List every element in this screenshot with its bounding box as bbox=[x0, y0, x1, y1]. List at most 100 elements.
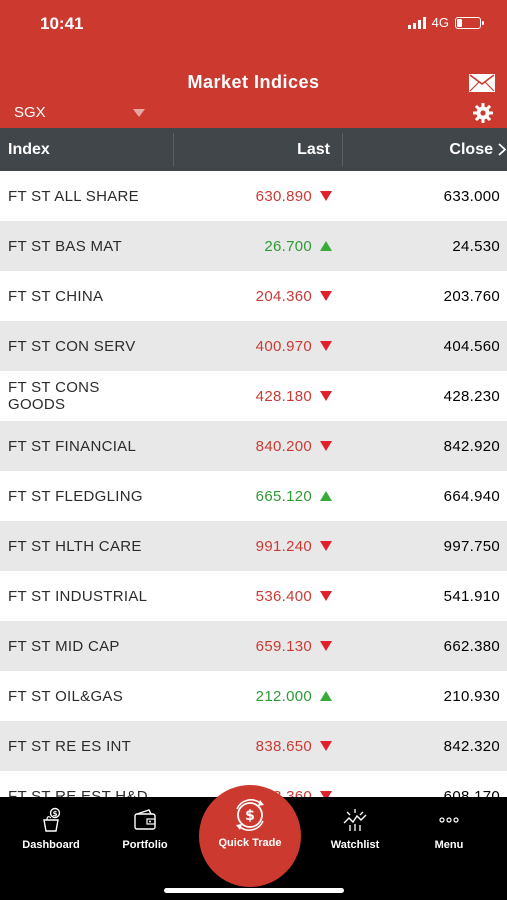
list-item[interactable]: FT ST MID CAP 659.130 662.380 bbox=[0, 621, 507, 671]
list-item[interactable]: FT ST CHINA 204.360 203.760 bbox=[0, 271, 507, 321]
close-value: 428.230 bbox=[443, 387, 500, 405]
mail-icon[interactable] bbox=[469, 74, 495, 92]
list-item[interactable]: FT ST OIL&GAS 212.000 210.930 bbox=[0, 671, 507, 721]
svg-text:$: $ bbox=[245, 808, 255, 824]
tab-menu[interactable]: Menu bbox=[404, 807, 494, 851]
arrow-down-icon bbox=[320, 191, 332, 201]
arrow-down-icon bbox=[320, 341, 332, 351]
index-name: FT ST RE ES INT bbox=[8, 737, 132, 755]
wallet-icon bbox=[134, 809, 156, 830]
list-item[interactable]: FT ST RE ES INT 838.650 842.320 bbox=[0, 721, 507, 771]
last-value: 630.890 bbox=[255, 187, 312, 205]
tab-menu-label: Menu bbox=[434, 839, 464, 851]
index-name: FT ST CONS GOODS bbox=[8, 379, 100, 413]
status-indicators: 4G bbox=[407, 15, 484, 30]
column-close[interactable]: Close bbox=[449, 141, 493, 158]
arrow-down-icon bbox=[320, 541, 332, 551]
tab-watchlist-label: Watchlist bbox=[330, 839, 380, 851]
quick-trade-button[interactable] bbox=[199, 785, 301, 887]
last-value: 26.700 bbox=[264, 237, 312, 255]
home-indicator bbox=[164, 888, 344, 893]
svg-text:$: $ bbox=[53, 810, 58, 818]
list-item[interactable]: FT ST INDUSTRIAL 536.400 541.910 bbox=[0, 571, 507, 621]
close-value: 997.750 bbox=[443, 537, 500, 555]
arrow-down-icon bbox=[320, 641, 332, 651]
index-name: FT ST RE EST H&D bbox=[8, 787, 148, 798]
arrow-down-icon bbox=[320, 741, 332, 751]
tab-portfolio-label: Portfolio bbox=[122, 839, 168, 851]
last-value: 400.970 bbox=[255, 337, 312, 355]
gear-icon[interactable] bbox=[473, 103, 493, 123]
index-name: FT ST HLTH CARE bbox=[8, 537, 142, 555]
quick-trade-icon[interactable]: $ bbox=[232, 797, 268, 833]
column-divider bbox=[173, 133, 174, 166]
index-name: FT ST FINANCIAL bbox=[8, 437, 137, 455]
arrow-up-icon bbox=[320, 491, 332, 501]
close-value: 541.910 bbox=[443, 587, 500, 605]
more-icon bbox=[439, 817, 459, 823]
close-value: 633.000 bbox=[443, 187, 500, 205]
tab-dashboard-label: Dashboard bbox=[22, 839, 80, 851]
watchlist-icon bbox=[343, 809, 367, 831]
column-header: Index Last Close bbox=[0, 128, 507, 171]
arrow-up-icon bbox=[320, 691, 332, 701]
last-value: 212.000 bbox=[255, 687, 312, 705]
chevron-right-icon[interactable] bbox=[498, 143, 506, 156]
tab-portfolio[interactable]: Portfolio bbox=[100, 807, 190, 851]
tab-watchlist[interactable]: Watchlist bbox=[310, 807, 400, 851]
indices-list: FT ST ALL SHARE 630.890 633.000 FT ST BA… bbox=[0, 171, 507, 797]
close-value: 404.560 bbox=[443, 337, 500, 355]
list-item[interactable]: FT ST FINANCIAL 840.200 842.920 bbox=[0, 421, 507, 471]
list-item[interactable]: FT ST FLEDGLING 665.120 664.940 bbox=[0, 471, 507, 521]
list-item[interactable]: FT ST CONS GOODS 428.180 428.230 bbox=[0, 371, 507, 421]
column-divider bbox=[342, 133, 343, 166]
last-value: 536.400 bbox=[255, 587, 312, 605]
arrow-down-icon bbox=[320, 391, 332, 401]
page-title: Market Indices bbox=[187, 72, 320, 92]
index-name: FT ST FLEDGLING bbox=[8, 487, 143, 505]
last-value: 204.360 bbox=[255, 287, 312, 305]
quick-trade-label[interactable]: Quick Trade bbox=[218, 837, 282, 849]
last-value: 991.240 bbox=[255, 537, 312, 555]
bottom-tab-bar: $ Dashboard Portfolio $ Quick Trade bbox=[0, 785, 507, 900]
close-value: 842.320 bbox=[443, 737, 500, 755]
list-item[interactable]: FT ST CON SERV 400.970 404.560 bbox=[0, 321, 507, 371]
close-value: 842.920 bbox=[443, 437, 500, 455]
close-value: 608.170 bbox=[443, 787, 500, 798]
signal-icon bbox=[407, 16, 426, 29]
index-name: FT ST CHINA bbox=[8, 287, 104, 305]
arrow-down-icon bbox=[320, 791, 332, 797]
index-name: FT ST BAS MAT bbox=[8, 237, 122, 255]
last-value: 840.200 bbox=[255, 437, 312, 455]
network-type: 4G bbox=[431, 15, 449, 30]
last-value: 665.120 bbox=[255, 487, 312, 505]
column-index[interactable]: Index bbox=[8, 141, 50, 158]
list-item[interactable]: FT ST HLTH CARE 991.240 997.750 bbox=[0, 521, 507, 571]
column-last[interactable]: Last bbox=[297, 141, 330, 158]
list-item[interactable]: FT ST BAS MAT 26.700 24.530 bbox=[0, 221, 507, 271]
dashboard-icon: $ bbox=[43, 807, 61, 832]
list-item[interactable]: FT ST RE EST H&D 603.360 608.170 bbox=[0, 771, 507, 797]
arrow-down-icon bbox=[320, 591, 332, 601]
close-value: 203.760 bbox=[443, 287, 500, 305]
list-item[interactable]: FT ST ALL SHARE 630.890 633.000 bbox=[0, 171, 507, 221]
status-time: 10:41 bbox=[40, 14, 84, 33]
arrow-down-icon bbox=[320, 441, 332, 451]
arrow-down-icon bbox=[320, 291, 332, 301]
battery-icon bbox=[455, 16, 484, 29]
close-value: 664.940 bbox=[443, 487, 500, 505]
index-name: FT ST OIL&GAS bbox=[8, 687, 124, 705]
last-value: 659.130 bbox=[255, 637, 312, 655]
app-header: 10:41 4G Market Indices SGX bbox=[0, 0, 507, 128]
arrow-up-icon bbox=[320, 241, 332, 251]
tab-dashboard[interactable]: $ Dashboard bbox=[6, 807, 96, 851]
index-name: FT ST MID CAP bbox=[8, 637, 120, 655]
exchange-selector[interactable]: SGX bbox=[14, 104, 46, 121]
close-value: 210.930 bbox=[443, 687, 500, 705]
index-name: FT ST ALL SHARE bbox=[8, 187, 139, 205]
close-value: 662.380 bbox=[443, 637, 500, 655]
close-value: 24.530 bbox=[452, 237, 500, 255]
chevron-down-icon[interactable] bbox=[133, 109, 145, 117]
index-name: FT ST CON SERV bbox=[8, 337, 136, 355]
